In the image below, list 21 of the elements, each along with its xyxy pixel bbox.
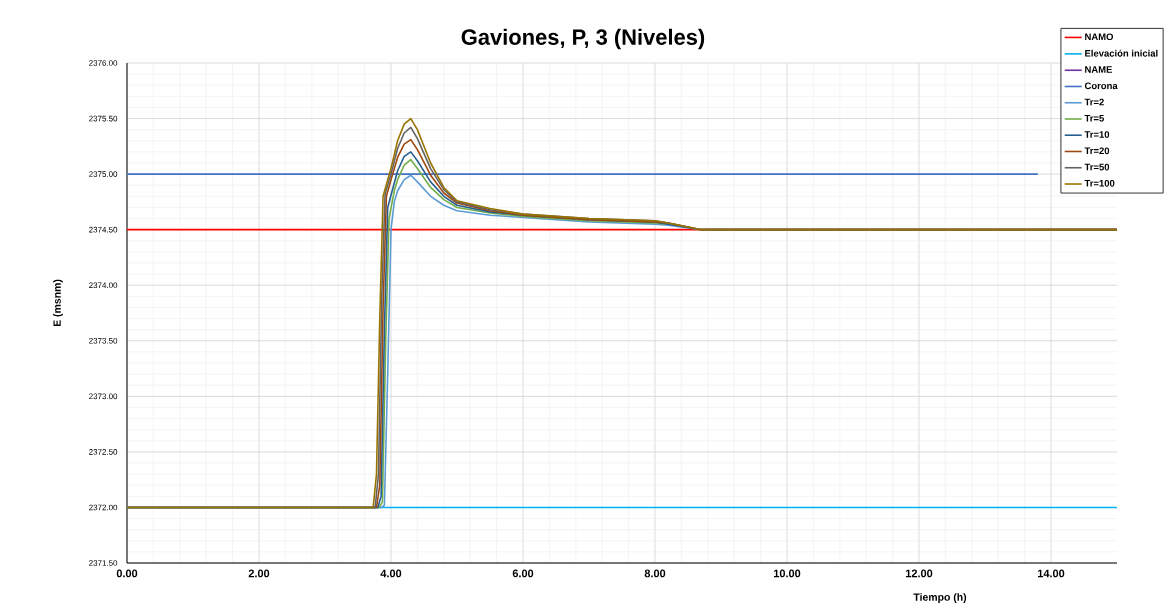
legend-label: Tr=50: [1084, 163, 1110, 171]
x-axis-title: Tiempo (h): [913, 593, 967, 603]
x-tick-label: 2.00: [248, 569, 270, 578]
x-tick-label: 6.00: [512, 569, 534, 578]
x-tick-label: 4.00: [380, 569, 402, 578]
legend-label: Tr=100: [1084, 179, 1115, 187]
x-tick-label: 0.00: [116, 569, 138, 578]
legend-label: Corona: [1084, 82, 1118, 90]
legend-label: Tr=20: [1084, 147, 1110, 155]
legend-label: Tr=10: [1084, 131, 1110, 138]
legend-label: NAMO: [1085, 33, 1114, 41]
x-tick-label: 12.00: [905, 569, 933, 578]
x-tick-label: 10.00: [773, 569, 801, 578]
legend-label: Tr=2: [1084, 98, 1104, 106]
x-tick-label: 8.00: [644, 569, 666, 578]
y-axis-title: E (msnm): [53, 279, 63, 327]
chart-title: Gaviones, P, 3 (Niveles): [461, 28, 705, 50]
legend-label: NAME: [1085, 66, 1113, 73]
legend-label: Tr=5: [1084, 114, 1104, 122]
x-tick-label: 14.00: [1037, 569, 1065, 578]
legend-label: Elevación inicial: [1085, 49, 1158, 57]
